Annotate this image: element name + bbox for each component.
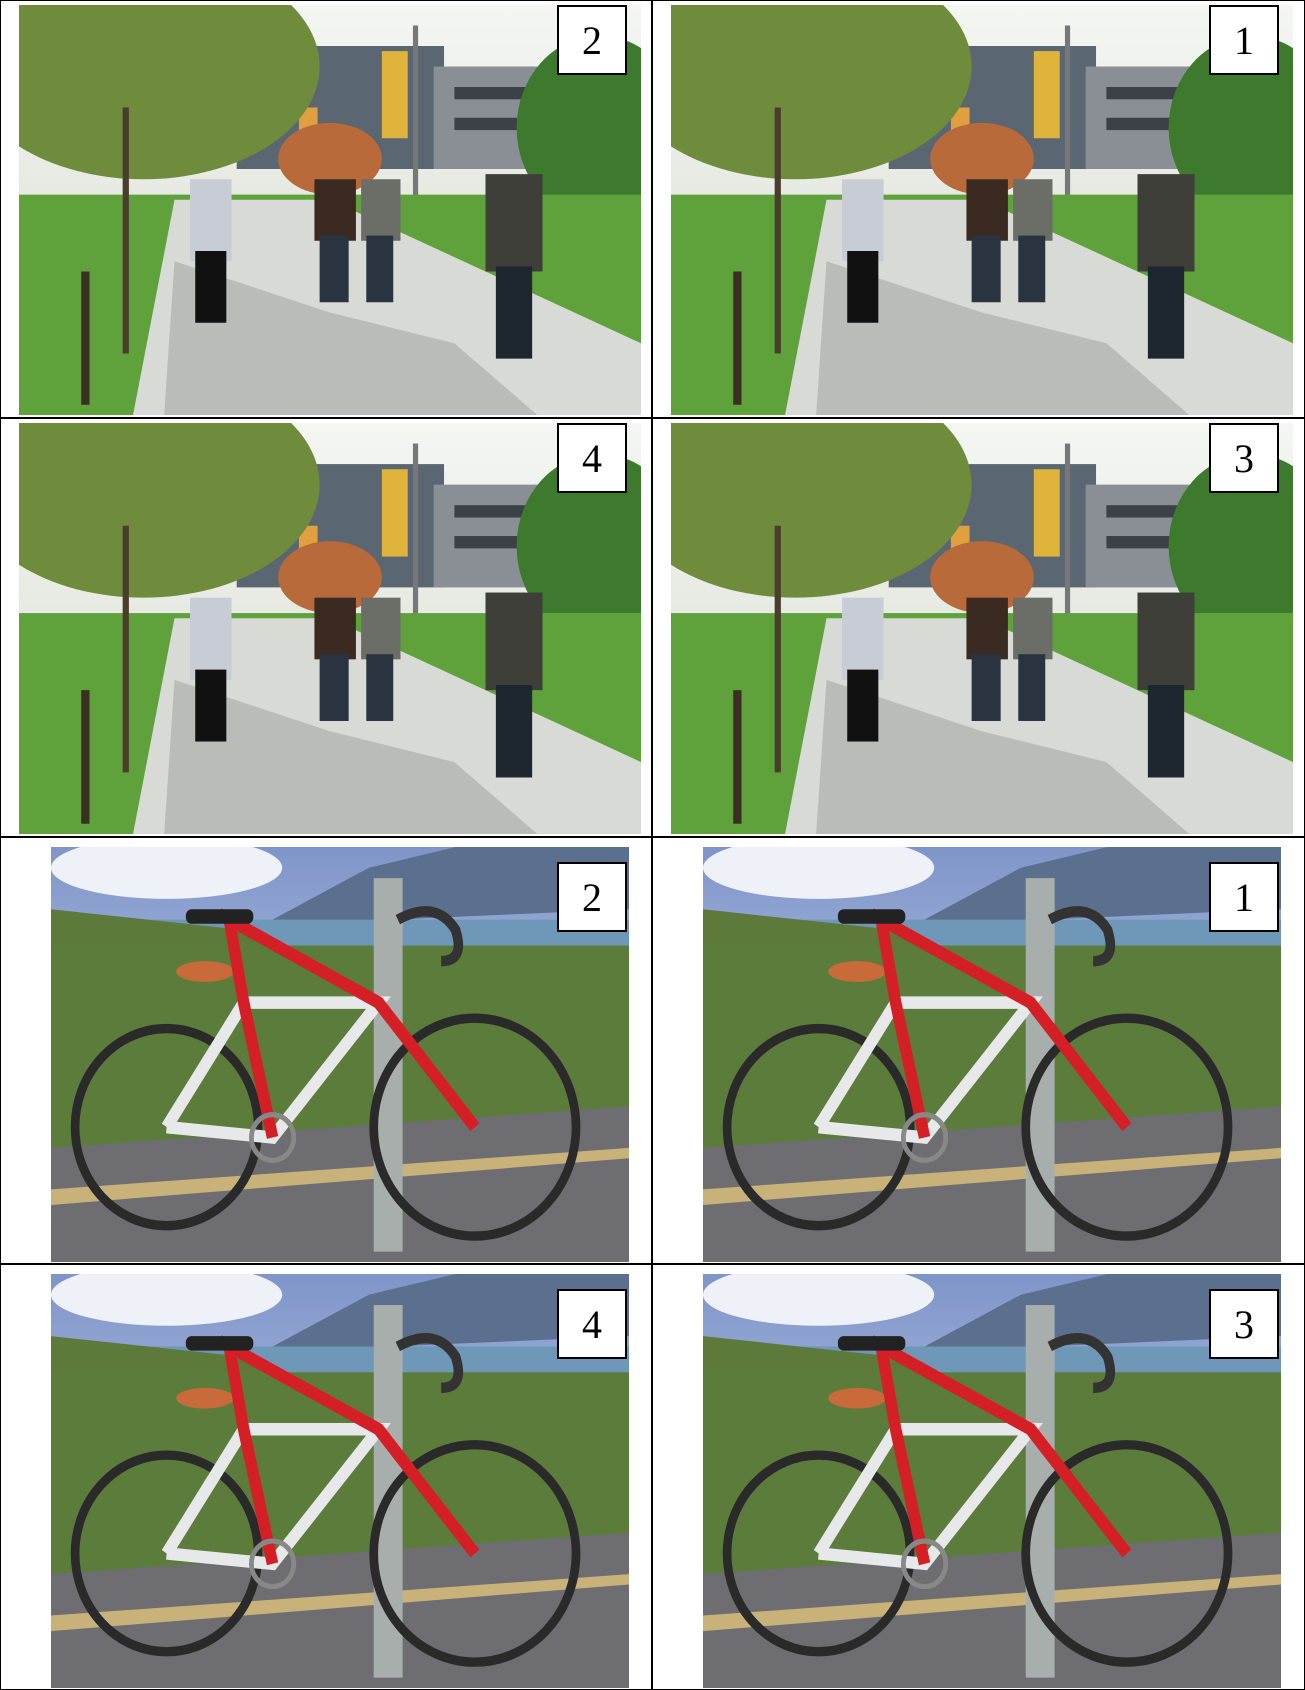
rank-label: 3 [1209, 1289, 1279, 1359]
photo [671, 5, 1293, 415]
grid-cell: 1 [652, 0, 1305, 418]
grid-cell: 3 [652, 1264, 1305, 1690]
grid-cell: 2 [0, 837, 652, 1264]
rank-label: 1 [1209, 862, 1279, 932]
rank-label: 4 [557, 423, 627, 493]
rank-label: 2 [557, 862, 627, 932]
photo [671, 423, 1293, 834]
rank-label: 2 [557, 5, 627, 75]
photo [703, 847, 1281, 1262]
photo [19, 423, 641, 834]
photo [19, 5, 641, 415]
photo [51, 847, 629, 1262]
grid-cell: 2 [0, 0, 652, 418]
rank-label: 1 [1209, 5, 1279, 75]
grid-cell: 1 [652, 837, 1305, 1264]
rank-label: 4 [557, 1289, 627, 1359]
photo [51, 1274, 629, 1688]
grid-cell: 4 [0, 1264, 652, 1690]
image-grid: 2 1 4 3 2 1 4 3 [0, 0, 1305, 1690]
grid-cell: 4 [0, 418, 652, 837]
photo [703, 1274, 1281, 1688]
grid-cell: 3 [652, 418, 1305, 837]
rank-label: 3 [1209, 423, 1279, 493]
